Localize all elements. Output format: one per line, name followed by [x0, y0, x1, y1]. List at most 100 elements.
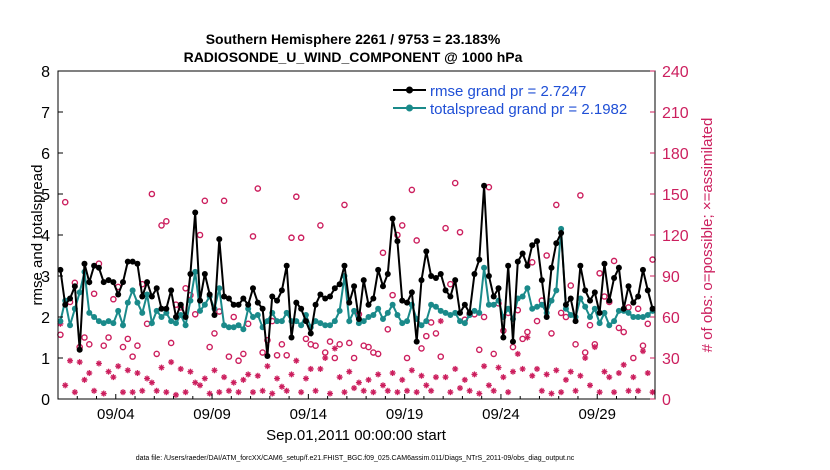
rmse-point: [591, 289, 598, 296]
spread-point: [562, 305, 569, 312]
possible-obs-point: [365, 343, 372, 351]
assimilated-obs-point: [615, 370, 622, 377]
rmse-point: [379, 283, 386, 290]
possible-obs-point: [601, 293, 608, 300]
rmse-point: [124, 258, 131, 265]
spread-point: [346, 318, 353, 325]
rmse-point: [283, 262, 290, 269]
y-left-tick-label: 3: [41, 269, 50, 286]
assimilated-obs-point: [274, 375, 281, 382]
possible-obs-point: [134, 342, 141, 350]
rmse-point: [230, 301, 237, 308]
assimilated-obs-point: [100, 390, 107, 397]
spread-point: [177, 311, 184, 318]
possible-obs-point: [553, 201, 560, 209]
possible-obs-point: [533, 317, 541, 325]
spread-point: [197, 307, 204, 314]
rmse-point: [505, 262, 512, 269]
assimilated-obs-point: [119, 389, 126, 396]
rmse-point: [625, 283, 632, 290]
possible-obs-point: [206, 343, 213, 351]
spread-point: [119, 322, 126, 329]
possible-obs-point: [124, 335, 132, 343]
rmse-point: [442, 287, 449, 294]
spread-point: [57, 318, 64, 325]
y-right-tick-label: 0: [662, 392, 671, 409]
spread-point: [182, 322, 189, 329]
possible-obs-point: [442, 224, 449, 232]
spread-point: [360, 318, 367, 325]
spread-point: [115, 307, 122, 314]
assimilated-obs-point: [572, 387, 579, 394]
spread-point: [331, 318, 338, 325]
chart-title-line2: RADIOSONDE_U_WIND_COMPONENT @ 1000 hPa: [184, 49, 523, 65]
possible-obs-point: [259, 349, 266, 356]
assimilated-obs-point: [351, 385, 358, 392]
spread-point: [216, 285, 223, 292]
assimilated-obs-point: [283, 387, 290, 394]
assimilated-obs-point: [562, 376, 569, 383]
assimilated-obs-point: [457, 385, 464, 392]
rmse-point: [307, 330, 314, 337]
spread-point: [153, 307, 160, 314]
possible-obs-point: [475, 346, 483, 354]
possible-obs-point: [398, 222, 406, 229]
assimilated-obs-point: [168, 359, 175, 366]
assimilated-obs-point: [182, 389, 189, 396]
possible-obs-point: [437, 353, 445, 360]
x-tick-label: 09/14: [290, 406, 328, 423]
assimilated-obs-point: [529, 372, 536, 379]
x-axis-label: Sep.01,2011 00:00:00 start: [266, 427, 447, 444]
spread-point: [95, 318, 102, 325]
rmse-point: [312, 301, 319, 308]
rmse-point: [153, 285, 160, 292]
assimilated-obs-point: [331, 345, 338, 352]
y-right-tick-label: 180: [662, 146, 689, 163]
assimilated-obs-point: [538, 387, 545, 394]
assimilated-obs-point: [302, 375, 309, 382]
possible-obs-point: [129, 353, 136, 360]
y-left-tick-label: 1: [41, 351, 50, 368]
y-left-tick-label: 4: [41, 228, 50, 245]
spread-point: [615, 307, 622, 314]
assimilated-obs-point: [211, 367, 218, 374]
assimilated-obs-point: [442, 374, 449, 381]
rmse-point: [384, 270, 391, 277]
possible-obs-point: [630, 354, 637, 362]
assimilated-obs-point: [466, 387, 473, 394]
rmse-point: [543, 314, 550, 320]
y-right-tick-label: 240: [662, 64, 689, 81]
rmse-point: [370, 295, 377, 302]
possible-obs-point: [85, 341, 93, 348]
rmse-point: [216, 236, 223, 243]
assimilated-obs-point: [355, 379, 362, 386]
assimilated-obs-point: [601, 368, 608, 375]
spread-point: [471, 307, 478, 314]
spread-point: [457, 318, 464, 325]
possible-obs-point: [191, 310, 199, 318]
assimilated-obs-point: [404, 387, 411, 394]
spread-point: [283, 309, 290, 316]
assimilated-obs-point: [567, 368, 574, 375]
rmse-point: [206, 291, 213, 298]
assimilated-obs-point: [461, 376, 468, 383]
assimilated-obs-point: [447, 389, 454, 396]
spread-point: [317, 320, 324, 327]
assimilated-obs-point: [71, 389, 78, 396]
possible-obs-point: [384, 325, 392, 333]
assimilated-obs-point: [534, 365, 541, 372]
rmse-point: [144, 279, 151, 286]
spread-point: [264, 318, 271, 325]
assimilated-obs-point: [379, 382, 386, 389]
rmse-point: [293, 299, 300, 306]
rmse-point: [322, 295, 329, 302]
possible-obs-point: [283, 351, 290, 359]
rmse-point: [620, 305, 627, 312]
spread-point: [394, 311, 401, 318]
rmse-point: [447, 293, 454, 300]
spread-point: [172, 320, 179, 327]
possible-obs-point: [201, 197, 209, 205]
possible-obs-point: [105, 334, 112, 341]
spread-point: [221, 322, 228, 329]
y-left-tick-label: 5: [41, 187, 50, 204]
